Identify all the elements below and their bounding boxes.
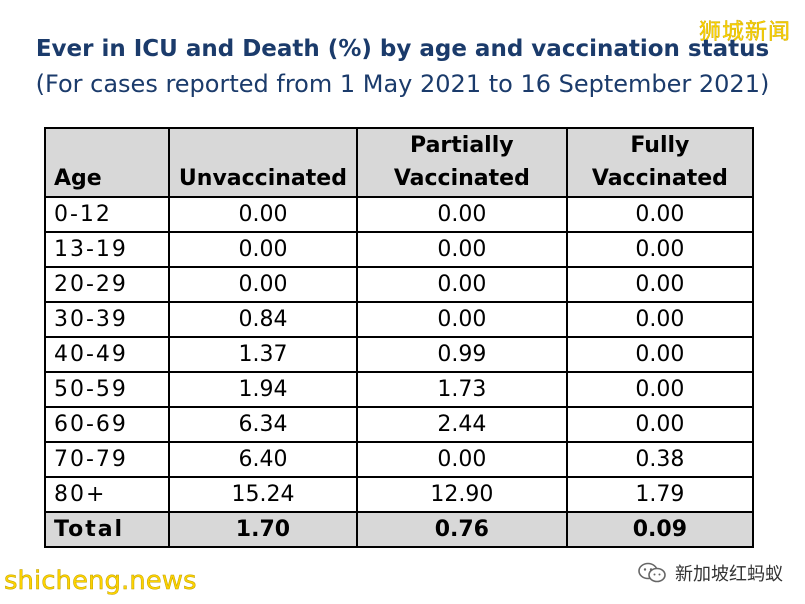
- wechat-icon: [637, 562, 667, 584]
- cell-age: 60-69: [44, 406, 170, 443]
- header-fully-vaccinated: Fully Vaccinated: [565, 127, 755, 198]
- table-body: 0-12 0.00 0.00 0.00 13-19 0.00 0.00 0.00…: [44, 196, 755, 548]
- cell-unvaccinated: 0.00: [168, 231, 358, 268]
- table-row: 13-19 0.00 0.00 0.00: [44, 231, 755, 268]
- source-label: 新加坡红蚂蚁: [675, 564, 783, 585]
- cell-age: 70-79: [44, 441, 170, 478]
- cell-fully: 0.38: [565, 441, 755, 478]
- header-age: Age: [44, 127, 170, 198]
- table-row: 40-49 1.37 0.99 0.00: [44, 336, 755, 373]
- total-row: Total 1.70 0.76 0.09: [44, 511, 755, 548]
- cell-partially: 0.99: [355, 336, 568, 373]
- cell-unvaccinated: 15.24: [168, 476, 358, 513]
- cell-total-label: Total: [44, 511, 170, 548]
- cell-partially: 0.00: [355, 441, 568, 478]
- cell-fully: 0.00: [565, 301, 755, 338]
- cell-unvaccinated: 1.37: [168, 336, 358, 373]
- cell-age: 40-49: [44, 336, 170, 373]
- cell-fully: 0.00: [565, 336, 755, 373]
- table-row: 50-59 1.94 1.73 0.00: [44, 371, 755, 408]
- header-unvaccinated: Unvaccinated: [168, 127, 358, 198]
- cell-unvaccinated: 6.34: [168, 406, 358, 443]
- watermark-bottom: shicheng.news: [4, 566, 197, 597]
- header-partially-line1: Partially: [410, 133, 514, 158]
- cell-partially: 0.00: [355, 301, 568, 338]
- header-row: Age Unvaccinated Partially Vaccinated Fu…: [44, 127, 755, 198]
- cell-fully: 1.79: [565, 476, 755, 513]
- chart-title: Ever in ICU and Death (%) by age and vac…: [35, 36, 770, 62]
- cell-unvaccinated: 0.00: [168, 266, 358, 303]
- table-row: 20-29 0.00 0.00 0.00: [44, 266, 755, 303]
- header-fully-line2: Vaccinated: [591, 166, 728, 191]
- cell-partially: 0.00: [355, 266, 568, 303]
- cell-fully: 0.00: [565, 371, 755, 408]
- data-table: Age Unvaccinated Partially Vaccinated Fu…: [44, 127, 755, 548]
- cell-partially: 12.90: [355, 476, 568, 513]
- wechat-source: 新加坡红蚂蚁: [637, 560, 783, 586]
- cell-unvaccinated: 1.94: [168, 371, 358, 408]
- cell-total-fully: 0.09: [565, 511, 755, 548]
- header-unvaccinated-line2: Unvaccinated: [178, 166, 347, 191]
- cell-partially: 2.44: [355, 406, 568, 443]
- cell-age: 13-19: [44, 231, 170, 268]
- cell-partially: 0.00: [355, 196, 568, 233]
- cell-fully: 0.00: [565, 266, 755, 303]
- cell-fully: 0.00: [565, 231, 755, 268]
- cell-unvaccinated: 6.40: [168, 441, 358, 478]
- cell-unvaccinated: 0.00: [168, 196, 358, 233]
- table-row: 70-79 6.40 0.00 0.38: [44, 441, 755, 478]
- table-row: 30-39 0.84 0.00 0.00: [44, 301, 755, 338]
- cell-total-partially: 0.76: [355, 511, 568, 548]
- cell-age: 80+: [44, 476, 170, 513]
- cell-fully: 0.00: [565, 406, 755, 443]
- table-row: 80+ 15.24 12.90 1.79: [44, 476, 755, 513]
- cell-partially: 1.73: [355, 371, 568, 408]
- cell-age: 50-59: [44, 371, 170, 408]
- watermark-top: 狮城新闻: [698, 20, 791, 45]
- table-row: 0-12 0.00 0.00 0.00: [44, 196, 755, 233]
- chart-subtitle: (For cases reported from 1 May 2021 to 1…: [35, 70, 770, 98]
- header-fully-line1: Fully: [630, 133, 690, 158]
- cell-unvaccinated: 0.84: [168, 301, 358, 338]
- cell-age: 20-29: [44, 266, 170, 303]
- header-age-line2: Age: [54, 166, 102, 191]
- cell-total-unvaccinated: 1.70: [168, 511, 358, 548]
- cell-partially: 0.00: [355, 231, 568, 268]
- header-partially-vaccinated: Partially Vaccinated: [355, 127, 568, 198]
- cell-age: 30-39: [44, 301, 170, 338]
- cell-age: 0-12: [44, 196, 170, 233]
- table-row: 60-69 6.34 2.44 0.00: [44, 406, 755, 443]
- header-partially-line2: Vaccinated: [393, 166, 530, 191]
- cell-fully: 0.00: [565, 196, 755, 233]
